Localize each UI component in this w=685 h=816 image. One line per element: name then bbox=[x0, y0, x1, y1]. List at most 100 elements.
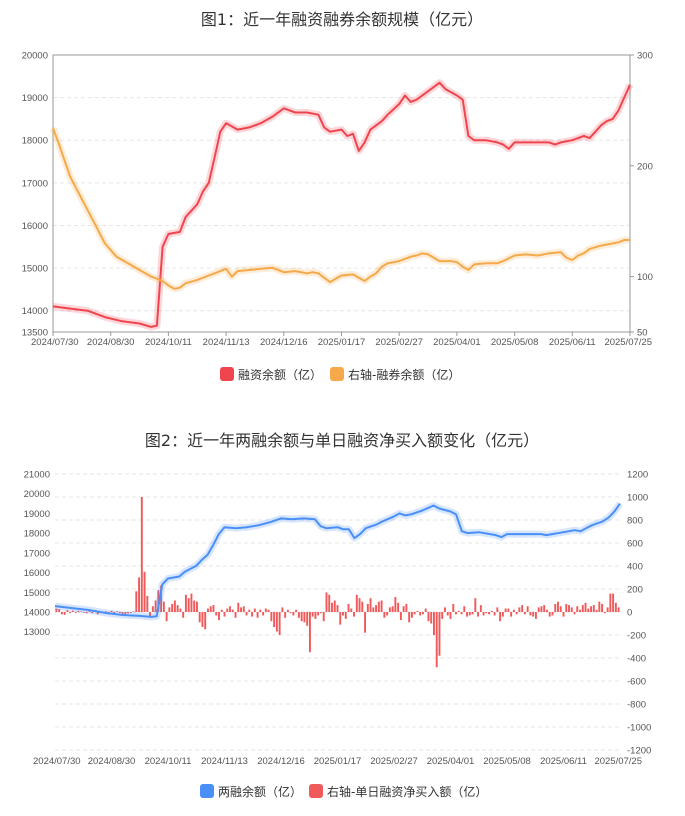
net-buy-bar bbox=[201, 612, 204, 627]
net-buy-bar bbox=[193, 600, 196, 612]
net-buy-bar bbox=[377, 601, 380, 612]
net-buy-bar bbox=[466, 612, 469, 617]
net-buy-bar bbox=[231, 609, 234, 612]
chart-2-y-right-ticks: -1200 -1000 -800 -600 -400 -200 0 200 400 600 800 1… bbox=[627, 470, 651, 757]
y-left-tick-label: 20000 bbox=[22, 51, 48, 62]
y-right-tick-label: 0 bbox=[627, 608, 632, 619]
net-buy-bar bbox=[548, 612, 551, 617]
y-left-tick-label: 19000 bbox=[22, 93, 48, 104]
y-right-tick-label: -600 bbox=[627, 677, 646, 688]
chart-2-legend[interactable]: 两融余额（亿） 右轴-单日融资净买入额（亿） bbox=[200, 784, 487, 799]
x-tick-label: 2024/07/30 bbox=[31, 337, 79, 348]
net-buy-bar bbox=[143, 571, 146, 612]
net-buy-bar bbox=[242, 606, 245, 612]
net-buy-bar bbox=[444, 607, 446, 612]
net-buy-bar bbox=[344, 612, 347, 619]
x-tick-label: 2024/12/16 bbox=[257, 756, 305, 767]
net-buy-bar bbox=[58, 609, 61, 612]
net-buy-bar bbox=[350, 608, 353, 612]
net-buy-bar bbox=[71, 610, 74, 612]
net-buy-bar bbox=[173, 600, 176, 612]
net-buy-bar bbox=[273, 612, 276, 627]
net-buy-bar bbox=[308, 612, 311, 653]
net-buy-bar bbox=[521, 605, 524, 612]
net-buy-bar bbox=[430, 612, 433, 624]
y-left-tick-label: 18000 bbox=[22, 136, 48, 147]
net-buy-bar bbox=[275, 612, 278, 632]
net-buy-bar bbox=[397, 602, 400, 612]
net-buy-bar bbox=[452, 603, 455, 612]
net-buy-bar bbox=[77, 610, 80, 612]
net-buy-bar bbox=[551, 612, 554, 616]
x-tick-label: 2025/04/01 bbox=[427, 756, 475, 767]
x-tick-label: 2025/07/25 bbox=[604, 337, 652, 348]
net-buy-bar bbox=[146, 595, 149, 612]
chart-2-x-ticks: 2024/07/30 2024/08/30 2024/10/11 2024/11/13… bbox=[33, 756, 642, 767]
net-buy-bar bbox=[537, 607, 540, 612]
net-buy-bar bbox=[160, 585, 163, 612]
net-buy-bar bbox=[523, 612, 526, 615]
net-buy-bar bbox=[113, 612, 116, 614]
y-right-tick-label: 1200 bbox=[627, 470, 648, 481]
y-right-tick-label: 300 bbox=[637, 51, 653, 62]
net-buy-bar bbox=[190, 593, 193, 612]
net-buy-bar bbox=[140, 497, 143, 612]
net-buy-bar bbox=[394, 597, 397, 612]
series-line-margin-balance bbox=[52, 81, 631, 328]
net-buy-bar bbox=[380, 600, 383, 612]
net-buy-bar bbox=[592, 605, 595, 612]
net-buy-bar bbox=[179, 608, 182, 612]
net-buy-bar bbox=[372, 607, 375, 612]
net-buy-bar bbox=[496, 607, 499, 612]
net-buy-bar bbox=[590, 606, 593, 612]
net-buy-bar bbox=[383, 612, 386, 618]
net-buy-bar bbox=[534, 612, 537, 619]
series-line-total-balance bbox=[54, 503, 621, 618]
net-buy-bar bbox=[110, 610, 113, 612]
net-buy-bar bbox=[328, 594, 331, 612]
chart-1-legend[interactable]: 融资余额（亿） 右轴-融券余额（亿） bbox=[220, 367, 460, 382]
x-tick-label: 2025/05/08 bbox=[491, 337, 539, 348]
net-buy-bar bbox=[375, 605, 378, 612]
y-left-tick-label: 14000 bbox=[24, 608, 50, 619]
y-right-tick-label: -200 bbox=[627, 631, 646, 642]
x-tick-label: 2024/10/11 bbox=[145, 337, 192, 348]
net-buy-bar bbox=[358, 598, 361, 612]
x-tick-label: 2024/11/13 bbox=[203, 337, 250, 348]
net-buy-bar bbox=[168, 607, 171, 612]
net-buy-bar bbox=[562, 612, 565, 617]
net-buy-bar bbox=[212, 605, 215, 612]
net-buy-bar bbox=[116, 611, 118, 612]
net-buy-bar bbox=[251, 612, 254, 617]
chart-2-series bbox=[54, 501, 623, 621]
net-buy-bar bbox=[584, 602, 587, 612]
net-buy-bar bbox=[151, 606, 154, 612]
x-tick-label: 2025/02/27 bbox=[375, 337, 423, 348]
y-left-tick-label: 13500 bbox=[22, 328, 48, 339]
net-buy-bar bbox=[162, 601, 165, 612]
net-buy-bar bbox=[421, 612, 424, 615]
net-buy-bar bbox=[198, 612, 201, 623]
x-tick-label: 2024/10/11 bbox=[145, 756, 192, 767]
net-buy-bar bbox=[408, 612, 411, 623]
net-buy-bar bbox=[512, 609, 515, 612]
net-buy-bar bbox=[573, 612, 576, 615]
net-buy-bar bbox=[576, 606, 579, 612]
net-buy-bar bbox=[545, 609, 548, 612]
y-right-tick-label: -400 bbox=[627, 654, 646, 665]
chart-1-series bbox=[49, 79, 634, 331]
net-buy-bar bbox=[209, 606, 212, 612]
net-buy-bar bbox=[295, 609, 298, 612]
legend-label-net-buy: 右轴-单日融资净买入额（亿） bbox=[327, 784, 487, 799]
net-buy-bar bbox=[353, 612, 356, 617]
net-buy-bar bbox=[432, 612, 435, 635]
net-buy-bar bbox=[416, 610, 419, 612]
net-buy-bar bbox=[460, 612, 463, 615]
net-buy-bar bbox=[319, 612, 322, 614]
net-buy-bar bbox=[229, 606, 231, 612]
net-buy-bar bbox=[468, 612, 471, 616]
net-buy-bar bbox=[311, 612, 314, 617]
chart-1: 图1：近一年融资融券余额规模（亿元） 135001400015000160001… bbox=[22, 10, 653, 382]
net-buy-bar bbox=[366, 603, 369, 612]
chart-1-title: 图1：近一年融资融券余额规模（亿元） bbox=[201, 10, 483, 29]
